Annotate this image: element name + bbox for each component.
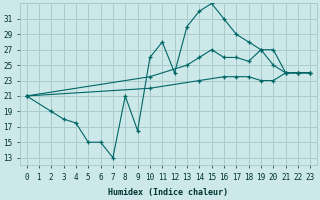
X-axis label: Humidex (Indice chaleur): Humidex (Indice chaleur) (108, 188, 228, 197)
